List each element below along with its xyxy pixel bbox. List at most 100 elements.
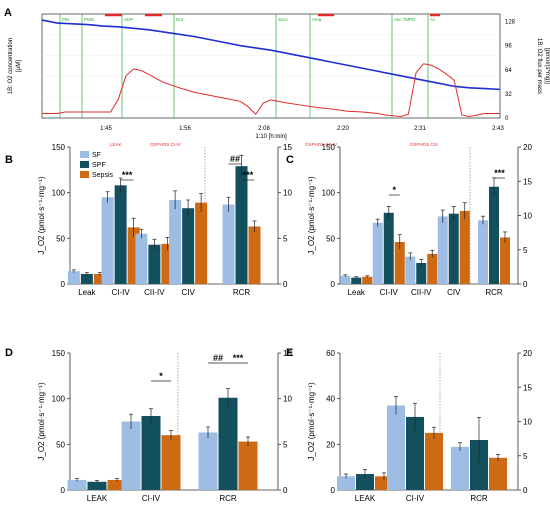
bar-sepsis bbox=[107, 479, 127, 490]
bar-sepsis bbox=[500, 237, 510, 284]
bar-spf bbox=[218, 397, 238, 490]
bar-sf bbox=[67, 479, 87, 490]
bar-sepsis bbox=[425, 432, 443, 490]
bar-sf bbox=[451, 446, 469, 490]
bar-spf bbox=[80, 273, 93, 284]
bar-spf bbox=[489, 186, 499, 284]
bar-sepsis bbox=[394, 241, 405, 284]
state-label: OXPHOS CII-IV bbox=[305, 142, 337, 147]
y-left-tick-label: 150 bbox=[52, 143, 66, 152]
y-left-tick-label: 20 bbox=[326, 440, 335, 449]
x-tick-label: 1:45 bbox=[100, 126, 112, 132]
panel-label: C bbox=[286, 154, 294, 166]
bar-spf bbox=[351, 277, 362, 284]
y-right-tick-label: 15 bbox=[523, 383, 532, 392]
y-right-tick-label: 5 bbox=[523, 452, 528, 461]
bar-sf bbox=[387, 405, 405, 490]
y-right-tick-label: 0 bbox=[523, 280, 528, 289]
y-left-axis-label: 1B: O2 concentration bbox=[8, 38, 14, 94]
y-axis-label: J_O2 (pmol·s⁻¹·mg⁻¹) bbox=[307, 382, 316, 461]
event-label: ADP bbox=[124, 17, 133, 22]
panel-label: A bbox=[4, 7, 12, 19]
state-label: LEAK bbox=[110, 142, 122, 147]
y-right-tick-label: 64 bbox=[505, 68, 512, 74]
y-axis-label: J_O2 (pmol·s⁻¹·mg⁻¹) bbox=[307, 176, 316, 255]
y-right-tick-label: 0 bbox=[523, 486, 528, 495]
bar-sepsis bbox=[362, 276, 373, 284]
x-tick-label: 1:56 bbox=[179, 126, 191, 132]
bar-spf bbox=[470, 439, 488, 490]
legend-swatch bbox=[80, 171, 89, 178]
bar-sf bbox=[135, 233, 148, 284]
x-tick-label: 2:20 bbox=[337, 126, 349, 132]
y-right-tick-label: 10 bbox=[523, 418, 532, 427]
y-left-axis-unit: [µM] bbox=[16, 60, 22, 72]
panel-d: D 0 50 100 150 0 5 10 15 J_O2 (pmol·s⁻¹·mg⁻¹) LEAK… bbox=[5, 347, 292, 503]
bar-sf bbox=[101, 197, 114, 284]
y-left-tick-label: 0 bbox=[61, 486, 66, 495]
y-right-tick-label: 10 bbox=[283, 189, 292, 198]
x-tick-label: 2:43 bbox=[492, 126, 504, 132]
y-right-tick-label: 15 bbox=[523, 177, 532, 186]
y-axis-label: J_O2 (pmol·s⁻¹·mg⁻¹) bbox=[37, 382, 46, 461]
bar-spf bbox=[114, 185, 127, 284]
y-right-tick-label: 10 bbox=[523, 212, 532, 221]
significance-label: ## bbox=[230, 154, 240, 164]
x-tick-label: CII-IV bbox=[144, 288, 165, 297]
bar-sf bbox=[169, 199, 182, 284]
y-left-tick-label: 100 bbox=[52, 395, 66, 404]
legend-swatch bbox=[80, 151, 89, 158]
o2_flux-line bbox=[42, 63, 500, 118]
bar-sf bbox=[198, 432, 218, 490]
bar-spf bbox=[406, 416, 424, 490]
y-right-axis-label: 1B: O2 flux per mass bbox=[536, 38, 542, 94]
x-tick-label: RCR bbox=[219, 494, 237, 503]
panel-e: E 0 20 40 60 0 5 10 15 20 J_O2 (pmol·s⁻¹·mg⁻¹) LEAK… bbox=[286, 347, 532, 503]
x-tick-label: CII-IV bbox=[411, 288, 432, 297]
bar-spf bbox=[182, 208, 195, 284]
panel-label: D bbox=[5, 347, 13, 359]
bar-spf bbox=[383, 212, 394, 284]
y-right-tick-label: 0 bbox=[283, 280, 288, 289]
y-right-tick-label: 15 bbox=[283, 143, 292, 152]
bar-sepsis bbox=[238, 441, 258, 490]
bar-sf bbox=[405, 256, 416, 284]
y-right-tick-label: 20 bbox=[523, 143, 532, 152]
event-label: Asc TMPD bbox=[394, 17, 416, 22]
y-right-tick-label: 0 bbox=[505, 116, 509, 122]
significance-label: *** bbox=[122, 170, 133, 180]
y-left-tick-label: 0 bbox=[61, 280, 66, 289]
y-left-tick-label: 150 bbox=[322, 143, 336, 152]
bar-sf bbox=[222, 204, 235, 284]
bar-sepsis bbox=[161, 435, 181, 490]
x-tick-label: CIV bbox=[447, 288, 461, 297]
bar-sepsis bbox=[93, 273, 106, 284]
event-label: Az bbox=[430, 17, 436, 22]
state-label: OXPHOS CI-IV bbox=[150, 142, 181, 147]
bar-sepsis bbox=[195, 202, 208, 284]
x-tick-label: CIV bbox=[181, 288, 195, 297]
bar-spf bbox=[141, 416, 161, 490]
y-left-tick-label: 0 bbox=[331, 486, 336, 495]
y-right-tick-label: 0 bbox=[283, 486, 288, 495]
x-tick-label: RCR bbox=[485, 288, 503, 297]
bar-spf bbox=[235, 166, 248, 284]
bar-sf bbox=[478, 220, 488, 284]
y-right-tick-label: 5 bbox=[283, 234, 288, 243]
bar-sf bbox=[372, 222, 383, 284]
event-label: Succ bbox=[278, 17, 289, 22]
panel-label: E bbox=[286, 347, 293, 359]
legend-label: SF bbox=[92, 152, 101, 159]
y-left-tick-label: 150 bbox=[52, 349, 66, 358]
y-left-tick-label: 100 bbox=[322, 189, 336, 198]
bar-spf bbox=[148, 244, 161, 284]
x-axis-label: 1:10 [h:min] bbox=[255, 134, 287, 140]
x-tick-label: RCR bbox=[233, 288, 251, 297]
y-right-tick-label: 15 bbox=[283, 349, 292, 358]
y-left-tick-label: 0 bbox=[331, 280, 336, 289]
bar-spf bbox=[87, 481, 107, 490]
bar-sf bbox=[337, 476, 355, 490]
